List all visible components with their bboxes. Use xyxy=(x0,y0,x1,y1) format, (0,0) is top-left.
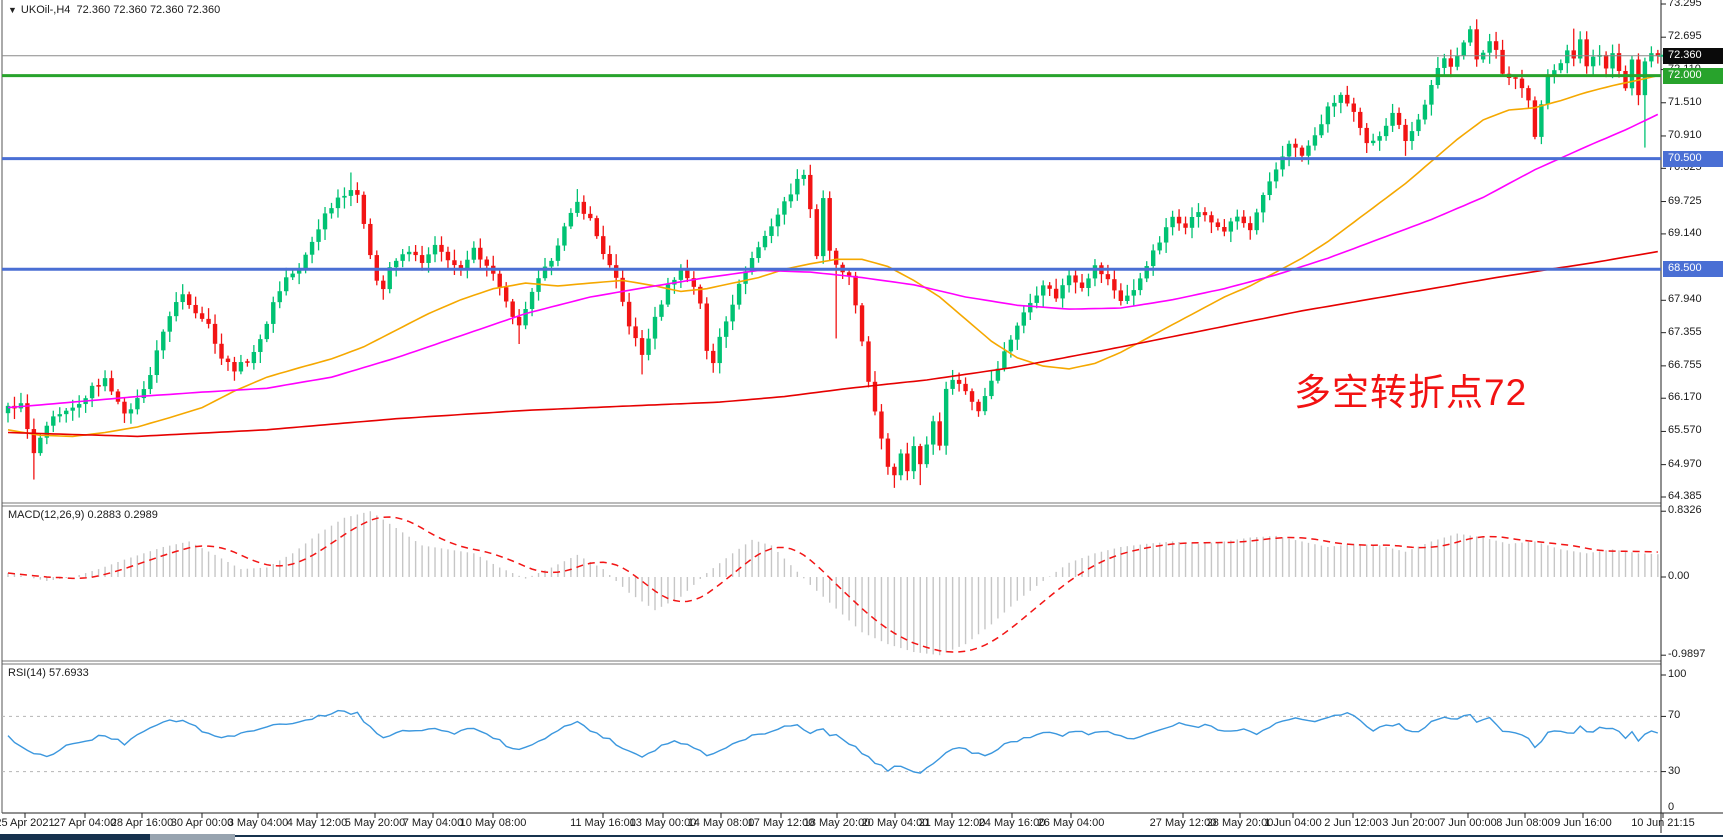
rsi-tick-label: 30 xyxy=(1668,764,1681,777)
time-tick-label: 28 May 20:00 xyxy=(1206,817,1274,829)
time-tick-label: 7 Jun 00:00 xyxy=(1439,817,1497,829)
price-tick-label: 69.725 xyxy=(1668,194,1702,207)
symbol-ohlc-text: UKOil-,H4 72.360 72.360 72.360 72.360 xyxy=(20,4,221,16)
price-tick-label: 72.695 xyxy=(1668,30,1702,43)
time-tick-label: 20 May 04:00 xyxy=(861,817,929,829)
rsi-tick-label: 70 xyxy=(1668,709,1681,722)
price-tick-label: 67.940 xyxy=(1668,293,1702,306)
rsi-pane[interactable] xyxy=(2,715,1661,773)
time-tick-label: 13 May 00:00 xyxy=(629,817,697,829)
time-tick-label: 17 May 12:00 xyxy=(747,817,815,829)
axis-ticks xyxy=(24,3,1666,818)
rsi-indicator-label: RSI(14) 57.6933 xyxy=(8,667,89,679)
ma-line-slow-ma-red[interactable] xyxy=(7,250,1658,438)
price-tick-label: 73.295 xyxy=(1668,0,1702,9)
time-tick-label: 9 Jun 16:00 xyxy=(1554,817,1612,829)
time-tick-label: 3 Jun 20:00 xyxy=(1382,817,1440,829)
price-tick-label: 64.385 xyxy=(1668,489,1702,502)
time-tick-label: 4 May 12:00 xyxy=(286,817,348,829)
ma-line-mid-ma-magenta[interactable] xyxy=(7,113,1659,409)
price-tag-hline: 70.500 xyxy=(1663,150,1723,167)
price-tick-label: 67.355 xyxy=(1668,325,1702,338)
price-tick-label: 66.755 xyxy=(1668,358,1702,371)
price-tick-label: 70.910 xyxy=(1668,128,1702,141)
time-tick-label: 27 Apr 04:00 xyxy=(53,817,117,829)
price-tick-label: 71.510 xyxy=(1668,95,1702,108)
time-tick-label: 28 Apr 16:00 xyxy=(110,817,174,829)
time-tick-label: 8 Jun 08:00 xyxy=(1496,817,1554,829)
time-tick-label: 25 Apr 2021 xyxy=(0,817,55,829)
time-tick-label: 7 May 04:00 xyxy=(402,817,464,829)
price-tag-hline: 68.500 xyxy=(1663,261,1723,278)
time-tick-label: 5 May 20:00 xyxy=(344,817,406,829)
candlesticks[interactable] xyxy=(5,19,1661,488)
ma-line-fast-ma-orange[interactable] xyxy=(7,74,1658,438)
macd-signal-line[interactable] xyxy=(7,516,1658,653)
chinese-annotation-text[interactable]: 多空转折点72 xyxy=(1294,372,1528,413)
symbol-header[interactable]: ▼ UKOil-,H4 72.360 72.360 72.360 72.360 xyxy=(8,4,220,16)
time-tick-label: 30 Apr 00:00 xyxy=(170,817,234,829)
time-tick-label: 2 Jun 12:00 xyxy=(1324,817,1382,829)
scrollbar-thumb[interactable] xyxy=(0,834,150,840)
time-tick-label: 10 Jun 21:15 xyxy=(1631,817,1695,829)
time-tick-label: 18 May 20:00 xyxy=(803,817,871,829)
macd-tick-label: -0.9897 xyxy=(1668,648,1706,661)
price-tag-hline: 72.000 xyxy=(1663,67,1723,84)
price-tick-label: 65.570 xyxy=(1668,424,1702,437)
horizontal-lines[interactable] xyxy=(2,55,1661,271)
price-tick-label: 64.970 xyxy=(1668,457,1702,470)
bottom-scrollbar[interactable] xyxy=(0,834,1723,840)
time-tick-label: 14 May 08:00 xyxy=(687,817,755,829)
time-tick-label: 27 May 12:00 xyxy=(1149,817,1217,829)
time-tick-label: 21 May 12:00 xyxy=(918,817,986,829)
price-tick-label: 66.170 xyxy=(1668,391,1702,404)
time-tick-label: 3 May 04:00 xyxy=(227,817,289,829)
time-tick-label: 26 May 04:00 xyxy=(1037,817,1105,829)
price-tick-label: 69.140 xyxy=(1668,226,1702,239)
macd-tick-label: 0.8326 xyxy=(1668,504,1702,517)
time-tick-label: 24 May 16:00 xyxy=(978,817,1046,829)
symbol-dropdown-icon[interactable]: ▼ xyxy=(8,5,17,15)
rsi-tick-label: 100 xyxy=(1668,668,1687,680)
time-tick-label: 1 Jun 04:00 xyxy=(1264,817,1322,829)
time-tick-label: 10 May 08:00 xyxy=(459,817,527,829)
price-tag-last-price: 72.360 xyxy=(1663,47,1723,64)
macd-tick-label: 0.00 xyxy=(1668,570,1690,582)
macd-indicator-label: MACD(12,26,9) 0.2883 0.2989 xyxy=(8,509,158,521)
rsi-tick-label: 0 xyxy=(1668,801,1675,813)
macd-histogram[interactable] xyxy=(7,511,1659,656)
time-tick-label: 11 May 16:00 xyxy=(570,817,636,829)
rsi-line[interactable] xyxy=(7,709,1659,774)
